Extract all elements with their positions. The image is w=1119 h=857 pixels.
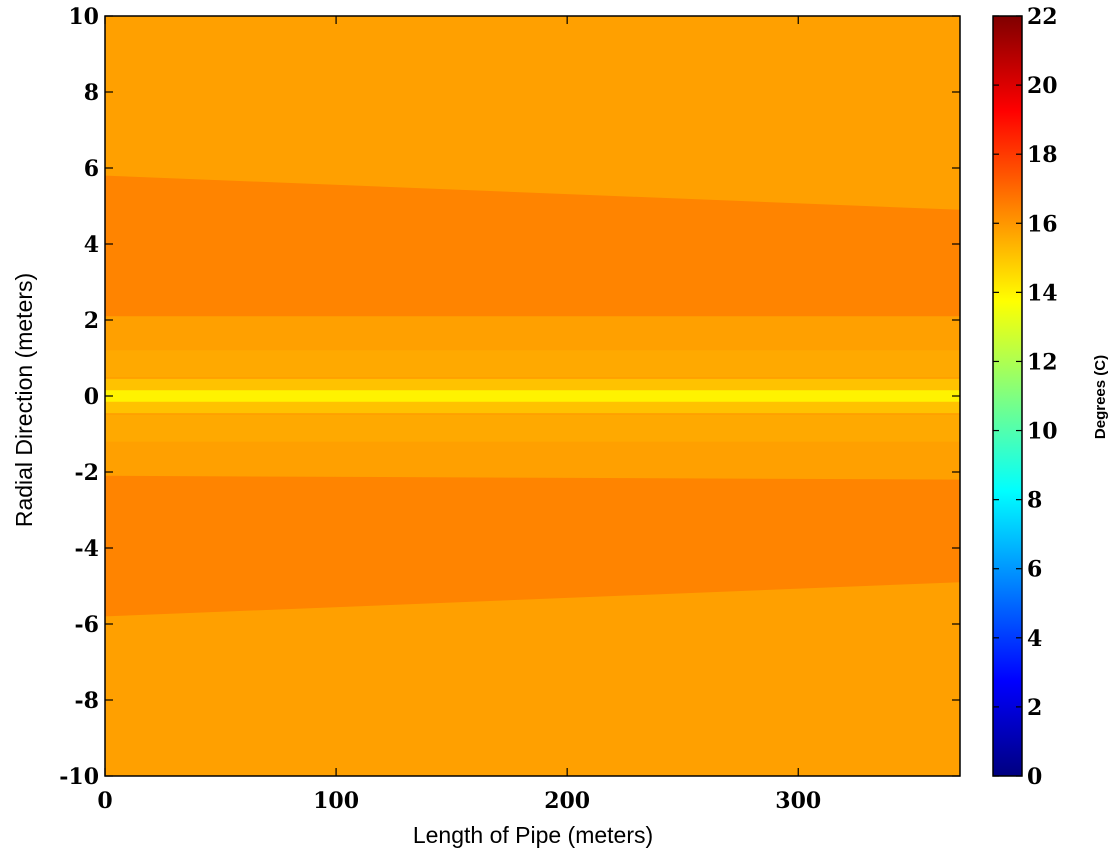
- y-tick-label: -6: [75, 612, 99, 638]
- y-tick-label: 10: [68, 4, 99, 30]
- heatmap-region-center-line: [105, 390, 960, 402]
- colorbar-tick-label: 0: [1027, 764, 1042, 790]
- colorbar-tick-label: 20: [1027, 73, 1058, 99]
- colorbar-tick-label: 16: [1027, 211, 1058, 237]
- colorbar-tick-label: 22: [1027, 4, 1058, 30]
- x-axis-label: Length of Pipe (meters): [413, 822, 653, 848]
- y-tick-label: -10: [59, 764, 99, 790]
- x-tick-label: 100: [313, 788, 359, 814]
- colorbar-label: Degrees (C): [1092, 355, 1109, 439]
- colorbar-tick-label: 10: [1027, 419, 1058, 445]
- colorbar-tick-label: 4: [1027, 626, 1042, 652]
- colorbar-tick-label: 2: [1027, 695, 1042, 721]
- x-tick-label: 0: [97, 788, 112, 814]
- heatmap-region-upper-inner: [105, 350, 960, 377]
- y-tick-label: 8: [84, 80, 99, 106]
- x-tick-label: 200: [544, 788, 590, 814]
- y-tick-label: -8: [75, 688, 99, 714]
- x-tick-label: 300: [775, 788, 821, 814]
- y-axis-ticks: 10 8 6 4 2 0 -2 -4 -6 -8 -10: [59, 4, 960, 790]
- y-tick-label: 2: [84, 308, 99, 334]
- y-tick-label: 6: [84, 156, 99, 182]
- heatmap-region-lower-inner: [105, 415, 960, 442]
- colorbar: [993, 16, 1022, 776]
- colorbar-tick-label: 14: [1027, 280, 1058, 306]
- y-tick-label: -4: [75, 536, 99, 562]
- y-tick-label: -2: [75, 460, 99, 486]
- x-axis-ticks: 0 100 200 300: [97, 16, 821, 814]
- y-axis-label: Radial Direction (meters): [11, 273, 37, 527]
- colorbar-tick-label: 8: [1027, 488, 1042, 514]
- colorbar-frame: [992, 15, 1023, 777]
- colorbar-tick-label: 18: [1027, 142, 1058, 168]
- y-tick-label: 0: [84, 384, 99, 410]
- heatmap-area: [105, 16, 960, 776]
- heatmap-region-lower-band: [105, 475, 960, 617]
- colorbar-tick-label: 6: [1027, 557, 1042, 583]
- y-tick-label: 4: [84, 232, 99, 258]
- heatmap-region-upper-band: [105, 175, 960, 317]
- colorbar-tick-label: 12: [1027, 349, 1058, 375]
